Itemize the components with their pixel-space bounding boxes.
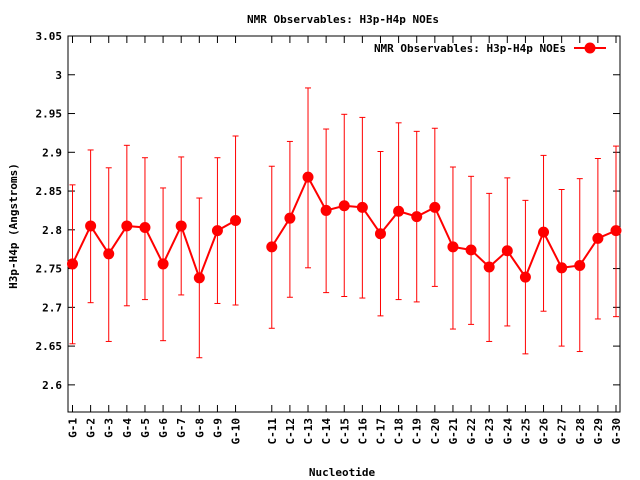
x-tick-label: C-11 <box>266 418 279 445</box>
x-tick-label: G-4 <box>121 418 134 438</box>
y-tick-label: 2.6 <box>42 379 62 392</box>
data-point <box>356 201 368 213</box>
data-point <box>374 228 386 240</box>
series-line-segment <box>71 219 237 281</box>
data-point <box>574 259 586 271</box>
x-tick-label: G-25 <box>519 418 532 445</box>
data-point <box>284 212 296 224</box>
y-tick-label: 2.7 <box>42 301 62 314</box>
x-axis-label: Nucleotide <box>309 466 376 479</box>
data-point <box>320 204 332 216</box>
data-point <box>230 215 242 227</box>
x-tick-label: G-7 <box>175 418 188 438</box>
data-point <box>501 245 513 257</box>
data-point <box>193 272 205 284</box>
y-tick-label: 3.05 <box>36 30 63 43</box>
x-tick-label: G-21 <box>447 418 460 445</box>
data-point <box>175 220 187 232</box>
data-point <box>411 211 423 223</box>
series-line-segment <box>270 174 617 280</box>
x-tick-label: G-24 <box>501 418 514 445</box>
data-point <box>139 221 151 233</box>
x-tick-label: C-13 <box>302 418 315 445</box>
data-point <box>483 261 495 273</box>
data-point <box>519 271 531 283</box>
y-tick-label: 2.75 <box>36 263 63 276</box>
x-tick-label: G-2 <box>85 418 98 438</box>
data-point <box>592 232 604 244</box>
x-tick-label: C-15 <box>338 418 351 445</box>
y-tick-label: 2.95 <box>36 108 63 121</box>
y-tick-label: 2.85 <box>36 185 63 198</box>
data-point <box>67 258 78 270</box>
y-tick-label: 2.9 <box>42 146 62 159</box>
error-bars <box>69 87 619 359</box>
x-tick-label: G-1 <box>67 418 80 438</box>
x-tick-label: G-9 <box>211 418 224 438</box>
x-tick-label: G-23 <box>483 418 496 445</box>
x-tick-label: G-29 <box>592 418 605 445</box>
x-tick-label: G-6 <box>157 418 170 438</box>
y-tick-label: 3 <box>55 69 62 82</box>
data-point <box>610 225 622 237</box>
x-tick-label: G-26 <box>538 418 551 445</box>
series-points <box>67 171 622 284</box>
legend-label: NMR Observables: H3p-H4p NOEs <box>374 42 566 55</box>
data-point <box>538 226 550 238</box>
data-point <box>85 220 97 232</box>
data-point <box>338 200 350 212</box>
x-tick-label: G-30 <box>610 418 623 445</box>
data-point <box>556 262 568 274</box>
y-tick-label: 2.8 <box>42 224 62 237</box>
data-point <box>211 225 223 237</box>
x-tick-label: C-20 <box>429 418 442 445</box>
x-tick-label: G-27 <box>556 418 569 445</box>
data-point <box>447 241 459 253</box>
x-tick-label: G-28 <box>574 418 587 445</box>
data-point <box>103 248 115 260</box>
data-point <box>157 258 169 270</box>
x-tick-label: G-3 <box>103 418 116 438</box>
chart-title: NMR Observables: H3p-H4p NOEs <box>247 13 439 26</box>
y-tick-label: 2.65 <box>36 340 63 353</box>
x-tick-label: C-19 <box>411 418 424 445</box>
legend: NMR Observables: H3p-H4p NOEs <box>374 42 606 55</box>
data-point <box>302 171 314 183</box>
x-axis-ticks: G-1 G-2 G-3 G-4 G-5 G-6 G-7 G-8 G-9 G-10 C-11 C-12 C… <box>67 36 623 445</box>
data-point <box>121 220 133 232</box>
x-tick-label: G-10 <box>230 418 243 445</box>
data-point <box>429 201 441 213</box>
x-tick-label: C-18 <box>393 418 406 445</box>
x-tick-label: C-14 <box>320 418 333 445</box>
y-axis-label: H3p-H4p (Angstroms) <box>7 163 20 289</box>
x-tick-label: C-16 <box>356 418 369 445</box>
y-axis-ticks: 2.6 2.65 2.7 2.75 2.8 2.85 2.9 2.95 3 3.05 <box>36 30 620 392</box>
x-tick-label: G-5 <box>139 418 152 438</box>
x-tick-label: G-22 <box>465 418 478 445</box>
legend-marker <box>584 42 596 54</box>
x-tick-label: C-17 <box>374 418 387 445</box>
data-point <box>266 241 278 253</box>
x-tick-label: G-8 <box>193 418 206 438</box>
x-tick-label: C-12 <box>284 418 297 445</box>
data-point <box>393 205 405 217</box>
data-point <box>465 244 477 256</box>
